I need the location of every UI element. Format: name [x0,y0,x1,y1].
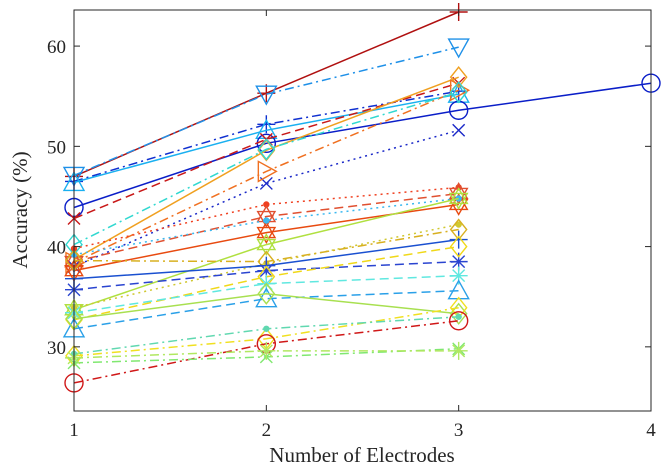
plot-area [62,3,661,393]
data-point [449,230,468,249]
series-line [73,289,459,330]
y-axis-ticks: 30 40 50 60 [47,37,651,359]
series-line [73,197,459,311]
series-line [73,82,652,209]
y-axis-label: Accuracy (%) [8,151,32,268]
series-line [73,129,459,268]
data-point [256,221,277,239]
data-point [449,252,468,271]
y-tick-label: 40 [47,238,66,259]
x-axis-ticks: 1 2 3 4 [69,10,656,441]
series-line [73,292,459,320]
series-line [73,192,459,263]
data-point [455,221,462,228]
series-s15 [64,187,469,322]
data-point [257,261,276,280]
data-point [452,123,466,137]
axes [73,9,652,412]
series-line [73,306,459,357]
data-point [263,325,270,332]
series-line [73,274,459,314]
data-point [263,217,270,224]
series-s25 [70,313,462,358]
data-point [256,226,277,244]
axes-box [73,9,652,412]
y-tick-label: 60 [47,37,66,58]
series-line [73,76,459,261]
data-point [257,282,276,305]
series-line [73,91,459,246]
data-point [449,66,468,89]
series-line [73,260,459,291]
data-point [448,192,469,210]
data-point [255,85,278,106]
series-s9 [65,79,471,274]
x-tick-label: 4 [646,420,656,441]
x-tick-label: 3 [454,420,464,441]
data-point [257,160,278,183]
data-point [257,138,276,161]
series-line [73,89,459,264]
data-point [449,235,468,258]
data-point [455,313,462,320]
data-point [256,210,277,228]
data-point [449,79,471,102]
data-point [448,187,469,205]
data-point [447,38,470,59]
data-point [256,233,277,251]
y-tick-label: 50 [47,137,66,158]
data-point [257,341,276,360]
y-tick-label: 30 [47,338,66,359]
data-point [449,81,468,104]
x-axis-label: Number of Electrodes [269,443,454,467]
data-point [448,311,469,331]
x-tick-label: 2 [262,420,272,441]
data-point [449,341,468,360]
data-point [449,266,468,285]
data-point [256,238,277,256]
x-tick-label: 1 [69,420,79,441]
series-line [73,197,459,256]
series-line [73,93,459,184]
